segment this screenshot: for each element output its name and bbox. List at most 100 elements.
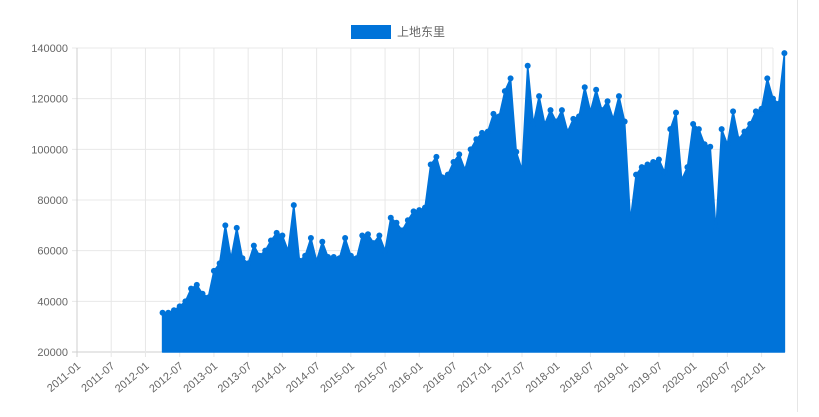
data-point[interactable]	[701, 141, 708, 148]
data-point[interactable]	[593, 86, 600, 93]
data-point[interactable]	[667, 126, 674, 133]
data-point[interactable]	[655, 156, 662, 163]
data-point[interactable]	[422, 204, 428, 211]
data-point[interactable]	[775, 100, 782, 107]
data-point[interactable]	[456, 151, 463, 158]
data-point[interactable]	[188, 285, 195, 292]
data-point[interactable]	[359, 232, 366, 239]
data-point[interactable]	[273, 229, 280, 236]
data-point[interactable]	[239, 255, 246, 262]
data-point[interactable]	[770, 95, 776, 102]
data-point[interactable]	[216, 260, 223, 267]
data-point[interactable]	[228, 255, 235, 262]
data-point[interactable]	[690, 121, 697, 127]
data-point[interactable]	[404, 217, 411, 224]
data-point[interactable]	[199, 290, 206, 297]
legend[interactable]: 上地东里	[351, 25, 445, 39]
data-point[interactable]	[496, 113, 503, 120]
data-point[interactable]	[393, 219, 400, 226]
data-point[interactable]	[473, 136, 480, 143]
data-point[interactable]	[547, 107, 554, 114]
data-point[interactable]	[764, 75, 771, 82]
data-point[interactable]	[353, 255, 360, 262]
data-point[interactable]	[159, 309, 166, 316]
data-point[interactable]	[336, 255, 343, 262]
data-point[interactable]	[730, 108, 737, 115]
data-point[interactable]	[347, 252, 354, 259]
data-point[interactable]	[427, 161, 434, 168]
data-point[interactable]	[364, 231, 371, 238]
data-point[interactable]	[752, 108, 759, 115]
data-point[interactable]	[484, 128, 491, 135]
data-point[interactable]	[461, 166, 468, 173]
data-point[interactable]	[518, 166, 525, 173]
data-point[interactable]	[193, 281, 200, 288]
data-point[interactable]	[598, 107, 605, 114]
data-point[interactable]	[245, 260, 252, 267]
data-point[interactable]	[695, 126, 702, 133]
data-point[interactable]	[467, 146, 474, 153]
data-point[interactable]	[644, 161, 651, 168]
data-point[interactable]	[741, 128, 748, 135]
data-point[interactable]	[610, 115, 617, 122]
data-point[interactable]	[319, 238, 326, 245]
data-point[interactable]	[250, 242, 257, 249]
data-point[interactable]	[176, 303, 183, 310]
data-point[interactable]	[256, 252, 263, 259]
data-point[interactable]	[661, 169, 668, 176]
data-point[interactable]	[587, 108, 594, 115]
data-point[interactable]	[450, 159, 457, 165]
data-point[interactable]	[576, 113, 583, 120]
data-point[interactable]	[524, 62, 531, 69]
data-point[interactable]	[507, 75, 514, 82]
data-point[interactable]	[165, 309, 172, 316]
data-point[interactable]	[399, 227, 406, 234]
data-point[interactable]	[233, 224, 240, 231]
data-point[interactable]	[444, 171, 451, 178]
data-point[interactable]	[513, 148, 520, 155]
data-point[interactable]	[433, 153, 440, 160]
data-point[interactable]	[170, 307, 177, 314]
data-point[interactable]	[279, 232, 286, 239]
data-point[interactable]	[376, 232, 383, 239]
data-point[interactable]	[307, 235, 314, 241]
data-point[interactable]	[313, 257, 320, 264]
data-point[interactable]	[479, 129, 486, 136]
data-point[interactable]	[678, 176, 685, 183]
data-point[interactable]	[182, 298, 189, 305]
data-point[interactable]	[370, 240, 377, 247]
data-point[interactable]	[541, 121, 548, 127]
data-point[interactable]	[210, 267, 217, 274]
data-point[interactable]	[558, 107, 565, 114]
data-point[interactable]	[267, 237, 274, 244]
data-point[interactable]	[712, 227, 719, 234]
data-point[interactable]	[758, 105, 765, 112]
data-point[interactable]	[290, 202, 297, 209]
data-point[interactable]	[222, 222, 229, 229]
data-point[interactable]	[747, 121, 754, 127]
data-point[interactable]	[536, 93, 543, 100]
data-point[interactable]	[564, 128, 571, 135]
data-point[interactable]	[325, 254, 332, 260]
data-point[interactable]	[205, 294, 212, 301]
data-point[interactable]	[416, 207, 423, 214]
data-point[interactable]	[296, 257, 303, 264]
data-point[interactable]	[387, 214, 394, 221]
data-point[interactable]	[650, 159, 657, 165]
data-point[interactable]	[285, 247, 292, 254]
data-point[interactable]	[302, 252, 309, 259]
data-point[interactable]	[621, 118, 628, 125]
data-point[interactable]	[735, 136, 742, 143]
data-point[interactable]	[673, 109, 680, 116]
data-point[interactable]	[684, 164, 691, 171]
data-point[interactable]	[638, 164, 645, 171]
data-point[interactable]	[707, 143, 714, 150]
data-point[interactable]	[627, 217, 634, 224]
data-point[interactable]	[570, 115, 577, 122]
data-point[interactable]	[330, 254, 337, 260]
data-point[interactable]	[382, 247, 389, 254]
data-point[interactable]	[581, 84, 588, 91]
data-point[interactable]	[553, 118, 560, 125]
data-point[interactable]	[530, 121, 537, 127]
data-point[interactable]	[633, 171, 640, 178]
